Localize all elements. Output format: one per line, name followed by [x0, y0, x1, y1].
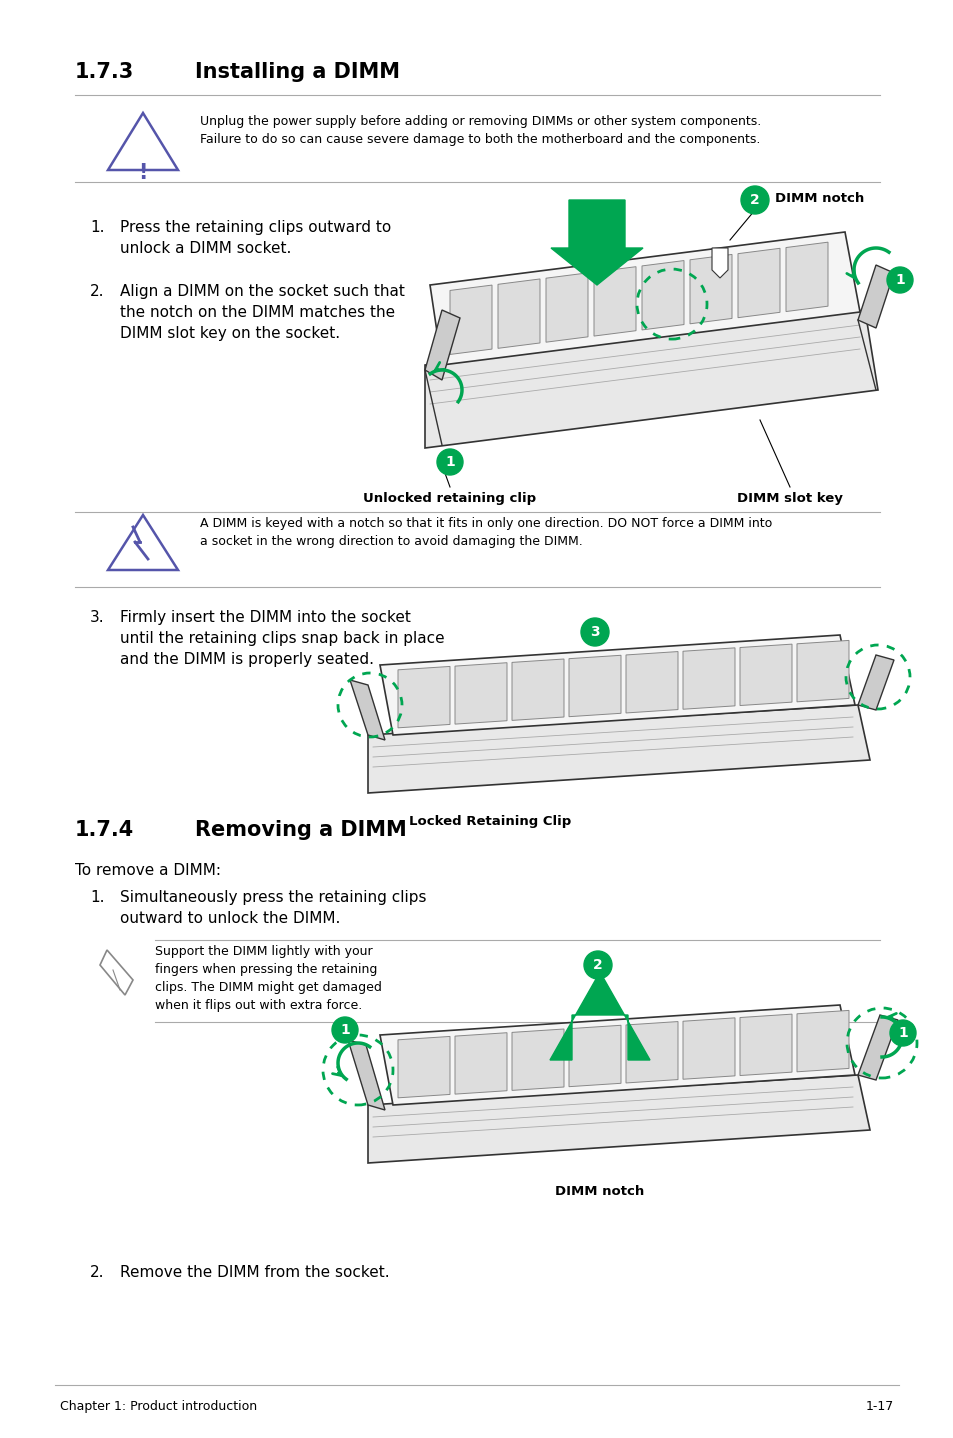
Text: Unplug the power supply before adding or removing DIMMs or other system componen: Unplug the power supply before adding or…: [200, 115, 760, 147]
Text: Locked Retaining Clip: Locked Retaining Clip: [409, 815, 571, 828]
Polygon shape: [682, 649, 734, 709]
Polygon shape: [682, 1018, 734, 1080]
Text: 1: 1: [445, 454, 455, 469]
Text: 1: 1: [894, 273, 904, 288]
Circle shape: [580, 618, 608, 646]
Text: !: !: [138, 162, 148, 183]
Polygon shape: [497, 279, 539, 348]
Polygon shape: [348, 1040, 385, 1110]
Text: 1.7.3: 1.7.3: [75, 62, 134, 82]
Text: 1: 1: [897, 1025, 907, 1040]
Polygon shape: [857, 265, 893, 328]
Polygon shape: [368, 705, 869, 792]
Polygon shape: [740, 644, 791, 706]
Text: 2: 2: [593, 958, 602, 972]
Polygon shape: [455, 1032, 506, 1094]
Polygon shape: [857, 1015, 897, 1080]
Text: 1.: 1.: [90, 220, 105, 234]
Text: To remove a DIMM:: To remove a DIMM:: [75, 863, 221, 879]
Polygon shape: [625, 1021, 678, 1083]
Text: 3: 3: [590, 626, 599, 638]
Polygon shape: [568, 656, 620, 716]
Polygon shape: [455, 663, 506, 725]
Polygon shape: [368, 1076, 869, 1163]
Circle shape: [889, 1020, 915, 1045]
Text: 1.7.4: 1.7.4: [75, 820, 134, 840]
Polygon shape: [550, 972, 649, 1060]
Text: Align a DIMM on the socket such that
the notch on the DIMM matches the
DIMM slot: Align a DIMM on the socket such that the…: [120, 283, 404, 341]
Polygon shape: [379, 1005, 854, 1104]
Circle shape: [332, 1017, 357, 1043]
Polygon shape: [641, 260, 683, 329]
Text: Firmly insert the DIMM into the socket
until the retaining clips snap back in pl: Firmly insert the DIMM into the socket u…: [120, 610, 444, 667]
Polygon shape: [350, 680, 385, 741]
Text: Installing a DIMM: Installing a DIMM: [194, 62, 399, 82]
Polygon shape: [594, 266, 636, 336]
Polygon shape: [397, 1037, 450, 1097]
Text: 1.: 1.: [90, 890, 105, 905]
Polygon shape: [796, 1011, 848, 1071]
Polygon shape: [796, 640, 848, 702]
Polygon shape: [512, 1030, 563, 1090]
Text: 1-17: 1-17: [864, 1401, 893, 1414]
Circle shape: [886, 267, 912, 293]
Text: Remove the DIMM from the socket.: Remove the DIMM from the socket.: [120, 1265, 389, 1280]
Polygon shape: [512, 659, 563, 720]
Circle shape: [583, 951, 612, 979]
Polygon shape: [740, 1014, 791, 1076]
Polygon shape: [450, 285, 492, 354]
Circle shape: [436, 449, 462, 475]
Polygon shape: [689, 255, 731, 324]
Text: DIMM notch: DIMM notch: [774, 191, 863, 204]
Text: 3.: 3.: [90, 610, 105, 626]
Text: A DIMM is keyed with a notch so that it fits in only one direction. DO NOT force: A DIMM is keyed with a notch so that it …: [200, 518, 771, 548]
Text: Chapter 1: Product introduction: Chapter 1: Product introduction: [60, 1401, 257, 1414]
Polygon shape: [424, 311, 459, 380]
Text: 2.: 2.: [90, 283, 105, 299]
Polygon shape: [568, 1025, 620, 1087]
Polygon shape: [424, 311, 877, 449]
Polygon shape: [397, 666, 450, 728]
Polygon shape: [625, 651, 678, 713]
Polygon shape: [430, 232, 859, 365]
Polygon shape: [545, 273, 587, 342]
Polygon shape: [738, 249, 780, 318]
Text: Support the DIMM lightly with your
fingers when pressing the retaining
clips. Th: Support the DIMM lightly with your finge…: [154, 945, 381, 1012]
Text: Simultaneously press the retaining clips
outward to unlock the DIMM.: Simultaneously press the retaining clips…: [120, 890, 426, 926]
Text: 2: 2: [749, 193, 760, 207]
Text: 2.: 2.: [90, 1265, 105, 1280]
Polygon shape: [711, 247, 727, 278]
Polygon shape: [379, 636, 854, 735]
Text: 1: 1: [340, 1022, 350, 1037]
Text: Unlocked retaining clip: Unlocked retaining clip: [363, 492, 536, 505]
Polygon shape: [551, 200, 642, 285]
Text: Removing a DIMM: Removing a DIMM: [194, 820, 406, 840]
Text: Press the retaining clips outward to
unlock a DIMM socket.: Press the retaining clips outward to unl…: [120, 220, 391, 256]
Circle shape: [740, 186, 768, 214]
Text: DIMM notch: DIMM notch: [555, 1185, 644, 1198]
Text: DIMM slot key: DIMM slot key: [737, 492, 842, 505]
Polygon shape: [785, 242, 827, 312]
Polygon shape: [857, 654, 893, 710]
